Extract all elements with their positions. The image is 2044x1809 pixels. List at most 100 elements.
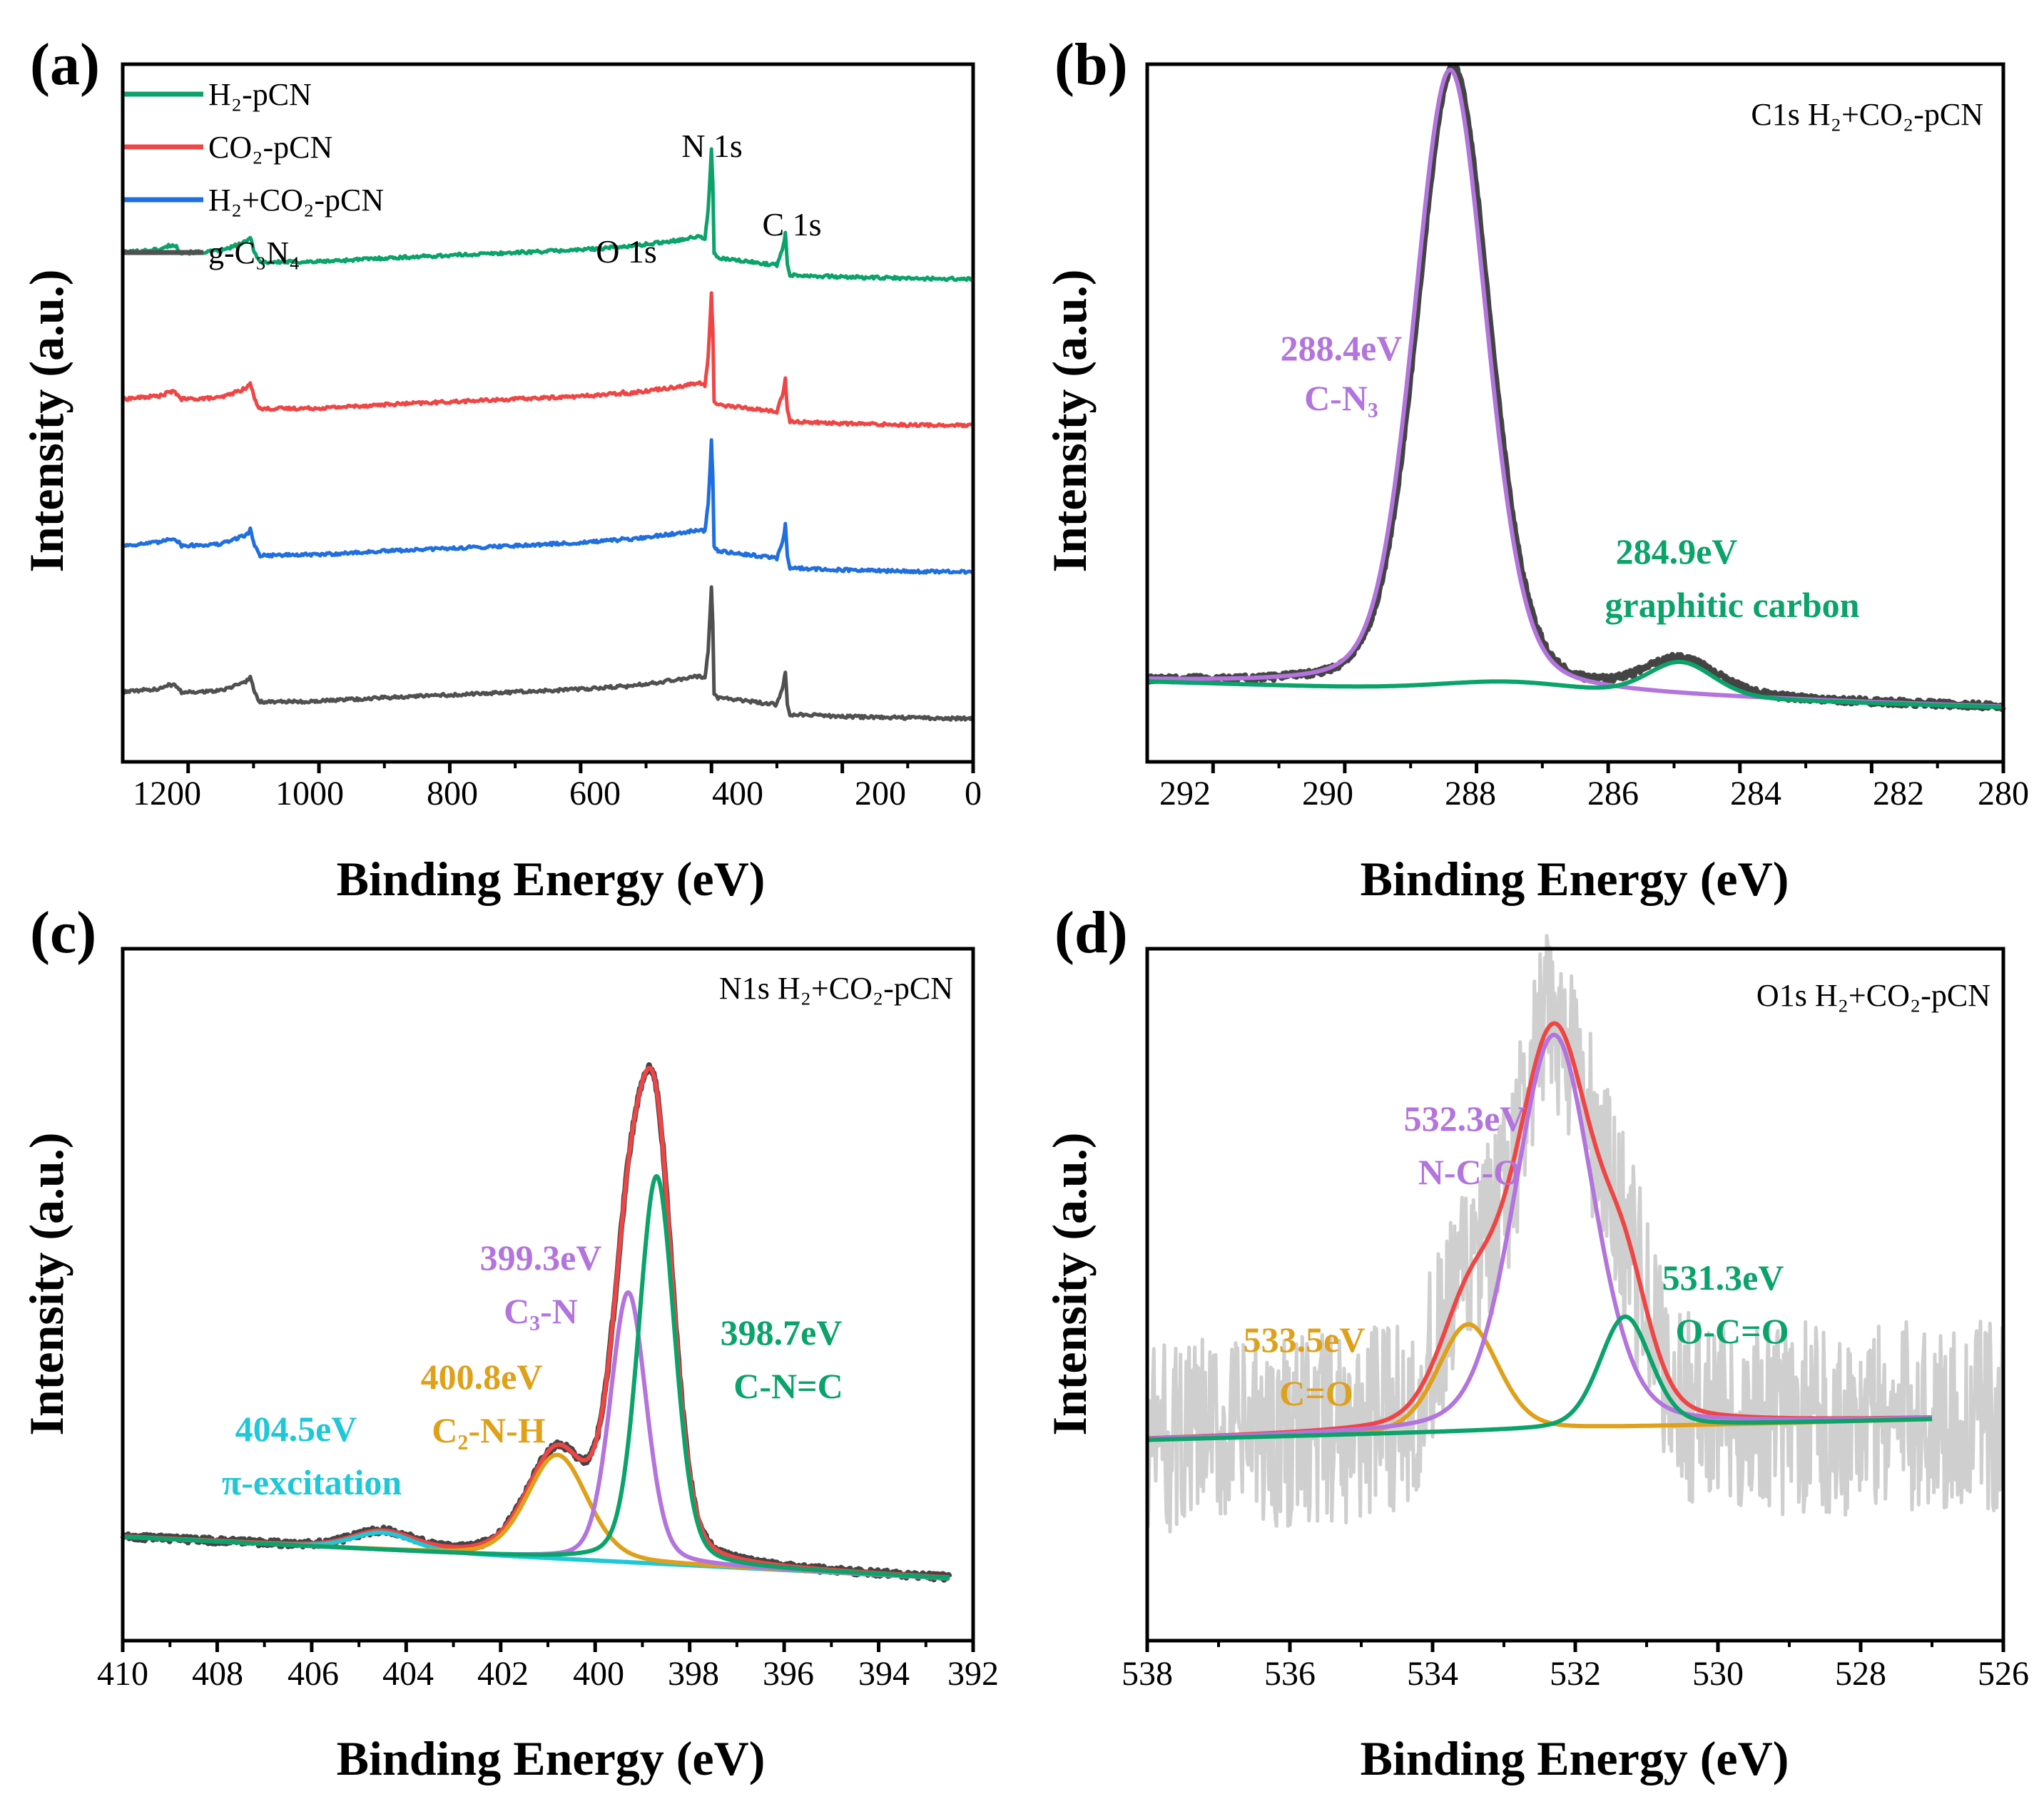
panel-c-tick-396: 396 (763, 1655, 814, 1693)
panel-b-tick-290: 290 (1302, 775, 1353, 812)
panel-a-tick-1200: 1200 (133, 775, 201, 812)
panel-c-tick-394: 394 (858, 1655, 910, 1693)
panel-c-series-c-n-c (121, 1173, 951, 1580)
panel-b-x-tick-labels: 292 290 288 286 284 282 280 (1159, 775, 2029, 812)
panel-a-series-co-pcn (121, 291, 975, 429)
panel-c-tick-408: 408 (192, 1655, 243, 1693)
panel-d-x-axis-title: Binding Energy (eV) (1361, 1731, 1789, 1785)
panel-c-letter: (c) (30, 900, 96, 966)
panel-c-ann-pi-excitation-species: π-excitation (222, 1462, 402, 1502)
panel-b-ann-288-4-value: 288.4eV (1281, 328, 1403, 368)
panel-c-tick-402: 402 (477, 1655, 529, 1693)
panel-d-tick-538: 538 (1122, 1655, 1173, 1693)
panel-c-n1s-spectrum: (c) Intensity (a.u.) Binding Energy (eV)… (19, 900, 999, 1785)
panel-b-series-raw (1145, 62, 2006, 713)
panel-d-y-axis-title: Intensity (a.u.) (1042, 1132, 1097, 1435)
panel-b-ann-c-n3-species: C-N₃ (1304, 378, 1378, 418)
panel-b-tick-286: 286 (1587, 775, 1639, 812)
panel-c-ann-398-7-value: 398.7eV (721, 1313, 843, 1352)
panel-b-tick-292: 292 (1159, 775, 1211, 812)
panel-d-ann-531-3-value: 531.3eV (1662, 1258, 1784, 1298)
panel-a-tick-200: 200 (855, 775, 906, 812)
panel-d-x-tick-labels: 538 536 534 532 530 528 526 (1122, 1655, 2029, 1693)
panel-c-tick-410: 410 (97, 1655, 148, 1693)
panel-d-tick-526: 526 (1978, 1655, 2029, 1693)
panel-b-y-axis-title: Intensity (a.u.) (1042, 269, 1097, 572)
peak-label-c1s: C 1s (762, 206, 821, 243)
panel-c-corner-label: N1s H₂+CO₂-pCN (719, 971, 953, 1006)
panel-d-ann-n-c-o-species: N-C-O (1418, 1152, 1521, 1192)
peak-label-o1s: O 1s (596, 233, 657, 270)
panel-d-ann-533-5-value: 533.5eV (1244, 1320, 1366, 1360)
panel-b-series-lines (1145, 62, 2006, 713)
panel-a-x-tick-labels: 1200 1000 800 600 400 200 0 (133, 775, 982, 812)
panel-c-ann-399-3-value: 399.3eV (480, 1238, 602, 1278)
panel-b-ann-graphitic-species: graphitic carbon (1605, 585, 1860, 625)
panel-b-tick-282: 282 (1873, 775, 1924, 812)
panel-a-legend: H₂-pCN CO₂-pCN H₂+CO₂-pCN g-C₃N₄ (121, 77, 384, 270)
panel-d-tick-530: 530 (1692, 1655, 1744, 1693)
panel-d-corner-label: O1s H₂+CO₂-pCN (1756, 978, 1990, 1013)
panel-b-x-axis-title: Binding Energy (eV) (1361, 852, 1789, 906)
panel-a-survey-spectra: (a) Intensity (a.u.) Binding Energy (eV)… (19, 31, 982, 906)
legend-label-h2-co2-pcn: H₂+CO₂-pCN (208, 183, 384, 218)
panel-d-series-lines (1145, 934, 2005, 1534)
legend-label-g-c3n4: g-C₃N₄ (208, 235, 300, 270)
panel-d-series-n-c-o (1146, 1032, 1933, 1441)
panel-b-c1s-spectrum: (b) Intensity (a.u.) Binding Energy (eV)… (1042, 31, 2029, 906)
panel-b-ann-284-9-value: 284.9eV (1616, 531, 1738, 571)
panel-c-tick-406: 406 (288, 1655, 339, 1693)
panel-a-series-g-c-n (121, 585, 975, 722)
panel-c-tick-404: 404 (382, 1655, 434, 1693)
panel-d-ann-c-o-species: C=O (1279, 1373, 1353, 1413)
panel-c-ann-c2-n-h-species: C₂-N-H (432, 1410, 546, 1450)
panel-b-tick-284: 284 (1730, 775, 1781, 812)
panel-c-x-axis-title: Binding Energy (eV) (337, 1731, 766, 1785)
panel-a-tick-400: 400 (712, 775, 763, 812)
panel-d-tick-536: 536 (1264, 1655, 1316, 1693)
panel-c-plot-frame (121, 947, 975, 1643)
panel-d-tick-532: 532 (1550, 1655, 1601, 1693)
panel-a-plot-frame (121, 62, 975, 764)
panel-b-tick-288: 288 (1445, 775, 1496, 812)
panel-b-letter: (b) (1054, 31, 1128, 98)
panel-b-series-graphitic-carbon-fit (1146, 659, 2005, 710)
panel-d-tick-534: 534 (1407, 1655, 1458, 1693)
panel-c-tick-392: 392 (947, 1655, 999, 1693)
panel-c-y-axis-title: Intensity (a.u.) (19, 1132, 73, 1435)
panel-b-tick-280: 280 (1978, 775, 2029, 812)
panel-c-tick-398: 398 (668, 1655, 719, 1693)
panel-a-y-axis-title: Intensity (a.u.) (19, 269, 73, 572)
panel-d-letter: (d) (1054, 900, 1128, 966)
panel-c-ann-400-8-value: 400.8eV (421, 1357, 543, 1397)
panel-b-plot-frame (1145, 62, 2005, 764)
panel-c-x-tick-labels: 410 408 406 404 402 400 398 396 394 392 (97, 1655, 999, 1693)
panel-a-letter: (a) (30, 31, 100, 98)
panel-d-raw-trace (1145, 934, 2005, 1534)
panel-b-corner-label: C1s H₂+CO₂-pCN (1751, 97, 1983, 132)
panel-a-tick-1000: 1000 (275, 775, 344, 812)
legend-label-co2-pcn: CO₂-pCN (208, 130, 332, 165)
panel-c-ann-c-n-c-species: C-N=C (733, 1366, 843, 1406)
panel-d-series-o-c-o (1146, 1314, 1933, 1442)
panel-a-tick-600: 600 (569, 775, 621, 812)
panel-c-tick-marks (121, 1641, 975, 1652)
panel-d-plot-frame (1145, 947, 2005, 1643)
panel-b-series-c-n-fit (1146, 68, 2005, 709)
panel-c-tick-400: 400 (573, 1655, 624, 1693)
panel-a-x-axis-title: Binding Energy (eV) (337, 852, 766, 906)
panel-a-series-h-pcn (121, 147, 975, 282)
legend-label-h2-pcn: H₂-pCN (208, 77, 312, 112)
panel-c-ann-404-5-value: 404.5eV (235, 1409, 357, 1449)
panel-d-tick-528: 528 (1835, 1655, 1886, 1693)
panel-d-o1s-spectrum: (d) Intensity (a.u.) Binding Energy (eV)… (1042, 900, 2029, 1785)
panel-a-series-h-co-pcn (121, 438, 974, 575)
panel-a-tick-800: 800 (427, 775, 478, 812)
panel-d-tick-marks (1145, 1641, 2005, 1652)
peak-label-n1s: N 1s (681, 128, 743, 164)
panel-c-series-lines (120, 1062, 952, 1583)
panel-c-ann-c3-n-species: C₃-N (504, 1291, 578, 1331)
panel-d-ann-532-3-value: 532.3eV (1404, 1099, 1526, 1138)
panel-a-series-lines (121, 147, 975, 722)
